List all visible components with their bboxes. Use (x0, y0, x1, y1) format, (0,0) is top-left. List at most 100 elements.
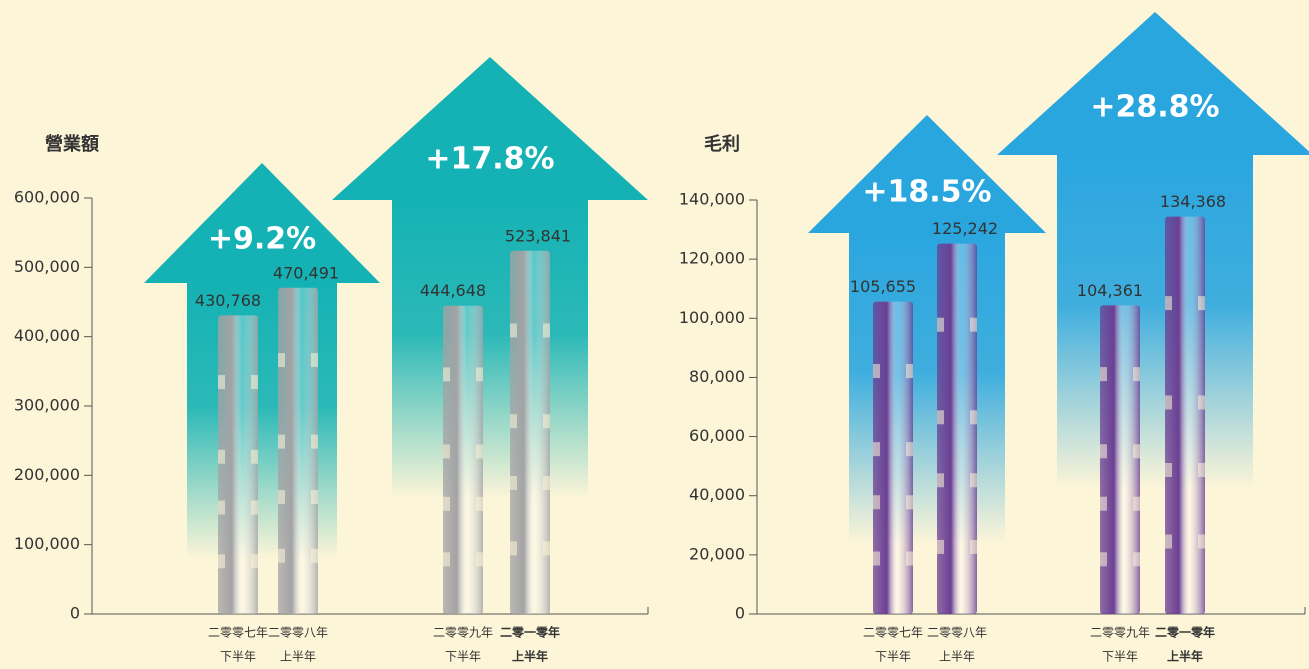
y-tick-label: 600,000 (14, 188, 80, 207)
growth-label: +18.5% (862, 175, 991, 210)
bar-neck (510, 414, 517, 429)
growth-label: +9.2% (208, 222, 316, 257)
bar-neck (251, 500, 258, 515)
bar-neck (937, 473, 944, 488)
x-tick-label: 下半年 (445, 650, 481, 664)
bar-neck (1100, 444, 1107, 459)
arrow-head (997, 12, 1309, 155)
value-label: 104,361 (1077, 281, 1143, 300)
bar-neck (278, 353, 285, 368)
bar-neck (311, 353, 318, 368)
bar-neck (311, 490, 318, 505)
bar (218, 315, 258, 614)
y-tick-label: 60,000 (689, 426, 745, 445)
bar-neck (906, 551, 913, 566)
bar-neck (970, 539, 977, 554)
value-label: 523,841 (505, 226, 571, 245)
bar-neck (543, 323, 550, 338)
bar-neck (218, 500, 225, 515)
bar-neck (937, 317, 944, 332)
y-tick-label: 140,000 (679, 190, 745, 209)
bar-neck (970, 410, 977, 425)
arrow-head (808, 115, 1046, 233)
bar-neck (510, 323, 517, 338)
bar-neck (873, 364, 880, 379)
bar-neck (970, 473, 977, 488)
x-tick-label: 二零零八年 (927, 626, 987, 640)
bar-neck (443, 444, 450, 459)
bar-neck (1100, 496, 1107, 511)
growth-label: +17.8% (425, 142, 554, 177)
bar-neck (873, 495, 880, 510)
axis-title: 營業額 (45, 133, 99, 155)
bar (873, 301, 913, 614)
x-tick-label: 上半年 (280, 650, 316, 664)
bar-neck (873, 551, 880, 566)
bar-neck (251, 375, 258, 390)
bar-neck (1133, 367, 1140, 382)
bar-neck (311, 548, 318, 563)
bar-neck (278, 548, 285, 563)
bar-neck (873, 442, 880, 457)
bar-neck (937, 410, 944, 425)
bar-neck (543, 414, 550, 429)
value-label: 444,648 (420, 281, 486, 300)
x-tick-label: 二零零九年 (433, 626, 493, 640)
axis-title: 毛利 (704, 133, 740, 155)
bar-neck (476, 367, 483, 382)
bar-neck (218, 449, 225, 464)
bar-neck (476, 496, 483, 511)
bar-neck (443, 367, 450, 382)
bar-neck (1165, 463, 1172, 478)
y-tick-label: 120,000 (679, 249, 745, 268)
x-tick-label: 下半年 (1102, 650, 1138, 664)
value-label: 470,491 (273, 263, 339, 282)
bar-neck (218, 375, 225, 390)
x-tick-label: 下半年 (220, 650, 256, 664)
y-tick-label: 200,000 (14, 465, 80, 484)
bar-neck (1198, 395, 1205, 410)
bar (443, 305, 483, 614)
x-tick-label: 二零零七年 (863, 626, 923, 640)
x-tick-label: 上半年 (939, 650, 975, 664)
x-tick-label: 下半年 (875, 650, 911, 664)
arrow-head (332, 57, 648, 200)
bar-neck (1100, 367, 1107, 382)
value-label: 430,768 (195, 291, 261, 310)
y-tick-label: 400,000 (14, 326, 80, 345)
arrow-head (144, 163, 380, 283)
bar-neck (1133, 496, 1140, 511)
y-tick-label: 100,000 (679, 308, 745, 327)
y-tick-label: 100,000 (14, 534, 80, 553)
bar-neck (543, 541, 550, 556)
bar-neck (510, 541, 517, 556)
bar-neck (218, 554, 225, 569)
x-tick-label: 上半年 (1167, 649, 1203, 664)
bar-neck (278, 490, 285, 505)
bar-neck (1165, 296, 1172, 311)
x-tick-label: 上半年 (512, 649, 548, 664)
bar-neck (906, 442, 913, 457)
bar-neck (443, 552, 450, 567)
arrow-shaft (1057, 154, 1253, 489)
bar-neck (937, 539, 944, 554)
bar-neck (1165, 395, 1172, 410)
y-tick-label: 0 (70, 604, 80, 623)
bar (937, 243, 977, 614)
value-label: 125,242 (932, 219, 998, 238)
bar-neck (251, 449, 258, 464)
bar-neck (443, 496, 450, 511)
y-tick-label: 0 (735, 604, 745, 623)
y-tick-label: 80,000 (689, 367, 745, 386)
bar-neck (1198, 296, 1205, 311)
bar-neck (1133, 552, 1140, 567)
bar-neck (311, 434, 318, 449)
bar-neck (906, 364, 913, 379)
bar-neck (1198, 463, 1205, 478)
bar (510, 250, 550, 614)
bar-neck (476, 552, 483, 567)
y-tick-label: 40,000 (689, 485, 745, 504)
bar-neck (251, 554, 258, 569)
